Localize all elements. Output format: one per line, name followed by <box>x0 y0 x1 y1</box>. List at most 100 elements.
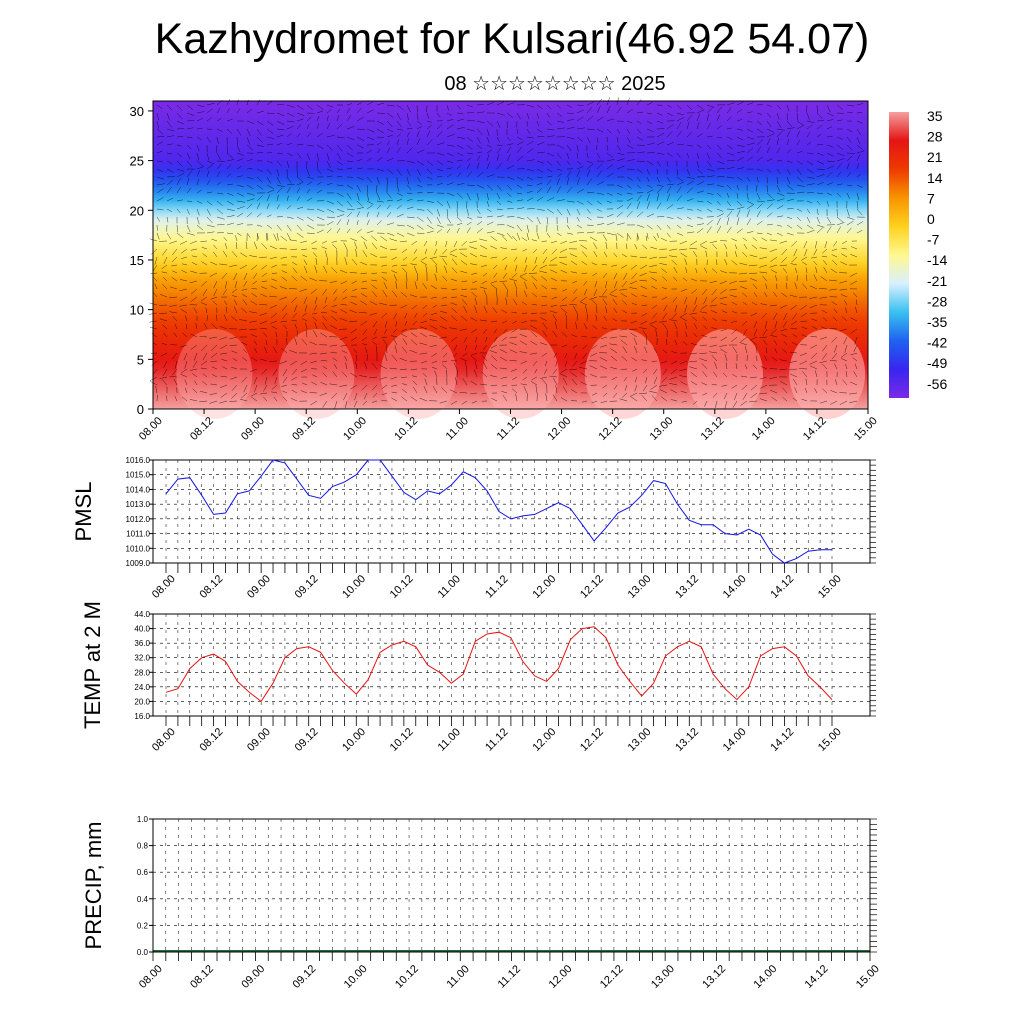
wind-arrow <box>171 277 178 282</box>
wind-arrow <box>300 390 308 394</box>
wind-arrow <box>805 378 808 386</box>
wind-arrow <box>786 198 795 202</box>
wind-arrow <box>626 136 631 143</box>
wind-arrow <box>282 312 288 319</box>
wind-arrow <box>406 232 415 237</box>
wind-arrow <box>261 243 268 250</box>
wind-arrow <box>256 202 261 210</box>
wind-arrow <box>169 286 178 290</box>
wind-arrow <box>729 280 738 284</box>
wind-arrow <box>455 377 458 386</box>
wind-arrow <box>805 267 808 274</box>
wind-arrow <box>506 232 513 240</box>
wind-arrow <box>485 336 488 342</box>
heatmap-xtick-label: 15.00 <box>852 415 880 443</box>
wind-arrow <box>531 275 538 282</box>
wind-arrow <box>776 147 781 154</box>
wind-arrow <box>312 374 318 378</box>
wind-arrow <box>446 152 454 157</box>
wind-arrow <box>176 104 183 111</box>
wind-arrow <box>433 248 438 255</box>
wind-arrow <box>222 288 228 295</box>
wind-arrow <box>765 283 768 290</box>
wind-arrow <box>396 198 402 202</box>
wind-arrow <box>516 207 525 210</box>
wind-arrow <box>414 281 418 290</box>
wind-arrow <box>700 245 708 250</box>
wind-arrow <box>570 271 578 274</box>
wind-arrow <box>791 256 798 263</box>
wind-arrow <box>449 253 458 258</box>
wind-arrow <box>515 264 518 272</box>
wind-arrow <box>566 104 573 108</box>
wind-arrow <box>626 184 632 189</box>
wind-arrow <box>680 390 688 394</box>
wind-arrow <box>716 168 726 170</box>
wind-arrow <box>506 200 513 203</box>
wind-arrow <box>401 396 408 402</box>
wind-arrow <box>226 306 228 314</box>
wind-arrow <box>229 344 238 346</box>
wind-arrow <box>292 312 298 319</box>
wind-arrow <box>471 328 478 333</box>
wind-arrow <box>839 288 848 291</box>
wind-arrow <box>782 267 788 274</box>
wind-arrow <box>706 144 712 149</box>
wind-arrow <box>481 280 488 285</box>
wind-arrow <box>396 168 402 176</box>
wind-arrow <box>505 297 508 306</box>
wind-arrow <box>389 248 398 251</box>
wind-arrow <box>631 302 638 306</box>
wind-arrow <box>486 231 495 234</box>
wind-arrow <box>406 160 415 164</box>
wind-arrow <box>706 200 712 205</box>
wind-arrow <box>656 232 659 238</box>
wind-arrow <box>266 203 270 210</box>
pmsl-xtick-label: 14.00 <box>721 573 749 601</box>
wind-arrow <box>322 400 328 408</box>
wind-arrow <box>816 174 825 178</box>
wind-arrow <box>720 336 728 342</box>
wind-arrow <box>381 384 388 390</box>
wind-arrow <box>666 216 674 219</box>
wind-arrow <box>406 192 413 194</box>
wind-arrow <box>696 228 704 234</box>
wind-arrow <box>422 304 428 309</box>
wind-arrow <box>811 318 818 322</box>
wind-arrow <box>679 248 688 251</box>
wind-arrow <box>600 400 608 404</box>
wind-arrow <box>521 237 528 242</box>
wind-arrow <box>349 272 358 274</box>
wind-arrow <box>666 112 674 117</box>
wind-arrow <box>339 384 348 387</box>
wind-arrow <box>376 204 382 210</box>
wind-arrow <box>176 199 183 202</box>
wind-arrow <box>709 351 718 354</box>
wind-arrow <box>586 115 594 122</box>
wind-arrow <box>482 272 488 277</box>
wind-arrow <box>740 375 748 378</box>
wind-arrow <box>771 328 778 335</box>
wind-arrow <box>846 216 855 221</box>
wind-arrow <box>486 149 492 154</box>
wind-arrow <box>794 282 798 290</box>
wind-arrow <box>746 204 754 210</box>
wind-arrow <box>190 288 198 295</box>
wind-arrow <box>626 108 633 114</box>
wind-arrow <box>726 217 730 226</box>
wind-arrow <box>500 247 508 250</box>
wind-arrow <box>856 136 861 145</box>
wind-arrow <box>652 312 658 319</box>
wind-arrow <box>206 216 213 223</box>
wind-arrow <box>395 320 398 327</box>
wind-arrow <box>834 379 838 386</box>
wind-arrow <box>446 144 455 147</box>
wind-arrow <box>220 352 228 355</box>
wind-arrow <box>663 304 668 312</box>
wind-arrow <box>640 264 648 270</box>
wind-arrow <box>371 384 378 391</box>
wind-arrow <box>826 192 832 196</box>
wind-arrow <box>712 392 718 398</box>
wind-arrow <box>639 327 648 330</box>
